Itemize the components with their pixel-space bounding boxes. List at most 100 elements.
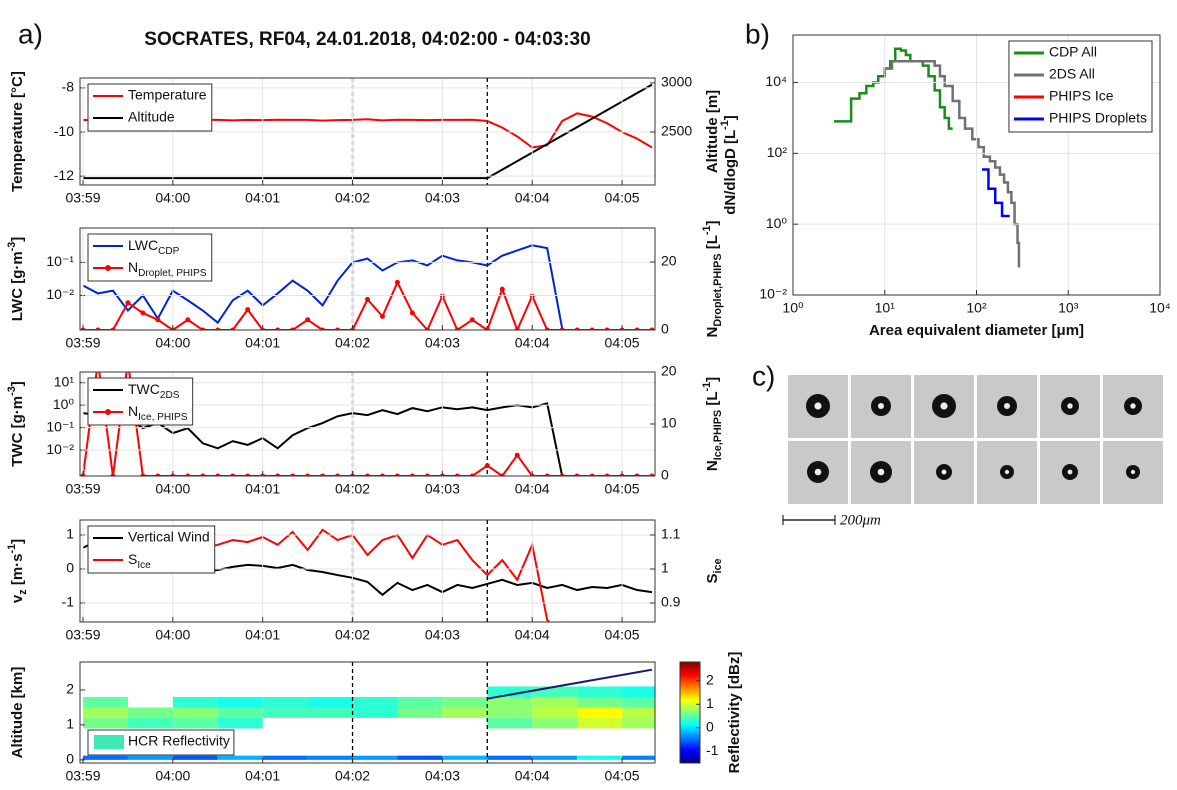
label-part: ] xyxy=(9,237,26,242)
y2-tick-label: 2500 xyxy=(661,123,692,139)
heatmap-cell xyxy=(577,755,623,760)
label-part: z xyxy=(17,589,29,595)
colorbar-tick-label: -1 xyxy=(706,742,719,758)
x-tick-label: 04:03 xyxy=(425,768,460,784)
series-marker xyxy=(604,327,610,330)
droplet-highlight xyxy=(1004,469,1010,475)
legend: Temperature Altitude xyxy=(87,83,213,132)
heatmap-cell xyxy=(487,707,533,718)
series-marker xyxy=(320,473,326,476)
heatmap-cell xyxy=(397,755,443,760)
series-line xyxy=(82,402,564,476)
series-marker xyxy=(110,473,116,476)
scale-label: 200μm xyxy=(840,512,881,528)
x-tick-label: 04:00 xyxy=(155,627,190,643)
label-part: N xyxy=(128,259,138,275)
series-marker xyxy=(200,327,206,330)
x-tick-label: 03:59 xyxy=(65,481,100,497)
series-marker xyxy=(544,473,550,476)
y-tick-label: 10⁰ xyxy=(766,215,788,231)
heatmap-cell xyxy=(82,696,128,708)
x-tick-label: 04:05 xyxy=(605,768,640,784)
heatmap-cell xyxy=(262,755,308,760)
legend-box xyxy=(87,233,213,282)
series-marker xyxy=(469,317,475,323)
x-tick-label: 10² xyxy=(966,300,987,316)
panel-label: c) xyxy=(752,360,775,391)
legend-box xyxy=(1008,40,1153,133)
y2-tick-label: 0 xyxy=(661,467,669,483)
heatmap-cell xyxy=(622,696,655,708)
series-marker xyxy=(394,473,400,476)
label-part: Droplet, PHIPS xyxy=(138,268,207,279)
series-marker xyxy=(215,327,221,330)
series-marker xyxy=(409,310,415,316)
heatmap-cell xyxy=(577,717,623,729)
series-marker xyxy=(290,327,296,330)
legend-label: PHIPS Droplets xyxy=(1049,110,1147,126)
x-tick-label: 04:04 xyxy=(515,190,550,206)
label-part: ] xyxy=(722,115,739,120)
label-part: S xyxy=(128,551,137,567)
plot-data xyxy=(80,228,655,330)
label-part: -1 xyxy=(719,120,731,130)
y2-tick-label: 1 xyxy=(661,560,669,576)
label-part: LWC xyxy=(128,237,158,253)
legend-label: Altitude xyxy=(128,109,175,125)
x-tick-label: 04:00 xyxy=(155,768,190,784)
droplet-highlight xyxy=(1130,469,1136,475)
y-tick-label: 0 xyxy=(66,751,74,767)
series-line xyxy=(834,47,953,130)
legend-box xyxy=(87,525,216,574)
label-part: LWC [g·m xyxy=(9,251,26,321)
series-marker xyxy=(574,473,580,476)
x-tick-label: 04:03 xyxy=(425,481,460,497)
legend: HCR Reflectivity xyxy=(87,729,235,756)
label-part: ] xyxy=(9,381,26,386)
droplet-highlight xyxy=(1004,403,1010,409)
y-tick-label: 10⁻² xyxy=(46,441,74,457)
plot-data xyxy=(82,662,655,763)
series-line xyxy=(884,59,1021,268)
x-tick-label: 04:01 xyxy=(245,481,280,497)
x-tick-label: 04:00 xyxy=(155,481,190,497)
y-tick-label: -10 xyxy=(54,123,74,139)
series-marker xyxy=(454,473,460,476)
label-part: ] xyxy=(9,539,26,544)
y-tick-label: 10⁰ xyxy=(53,396,75,412)
heatmap-cell xyxy=(577,686,623,697)
series-marker xyxy=(394,279,400,285)
y-tick-label: 10⁻¹ xyxy=(46,253,74,269)
label-part: [L xyxy=(704,392,721,410)
label-part: TWC [g·m xyxy=(9,396,26,467)
heatmap-cell xyxy=(622,717,655,729)
series-marker xyxy=(140,310,146,316)
label-part: -3 xyxy=(6,242,18,252)
heatmap-cell xyxy=(172,755,218,760)
heatmap-cell xyxy=(532,696,578,708)
heatmap-cell xyxy=(577,696,623,708)
droplet-images xyxy=(788,375,1163,504)
plot-frame xyxy=(79,371,656,477)
x-tick-label: 04:02 xyxy=(335,481,370,497)
colorbar-tick-label: 0 xyxy=(706,718,714,734)
x-tick-label: 04:05 xyxy=(605,481,640,497)
heatmap-cell xyxy=(622,686,655,697)
label-part: S xyxy=(704,574,721,584)
x-tick-label: 04:02 xyxy=(335,335,370,351)
chart-title: SOCRATES, RF04, 24.01.2018, 04:02:00 - 0… xyxy=(144,29,590,50)
legend-label: CDP All xyxy=(1049,44,1097,60)
x-tick-label: 04:01 xyxy=(245,768,280,784)
colorbar-label: Reflectivity [dBz] xyxy=(726,652,743,774)
droplet-highlight xyxy=(814,468,822,476)
heatmap-cell xyxy=(82,707,128,718)
heatmap-cell xyxy=(217,696,263,708)
label-part: v xyxy=(9,594,26,603)
heatmap-cell xyxy=(82,755,128,760)
series-marker xyxy=(469,473,475,476)
plot-data xyxy=(80,372,655,476)
x-tick-label: 03:59 xyxy=(65,627,100,643)
series-marker xyxy=(559,327,565,330)
